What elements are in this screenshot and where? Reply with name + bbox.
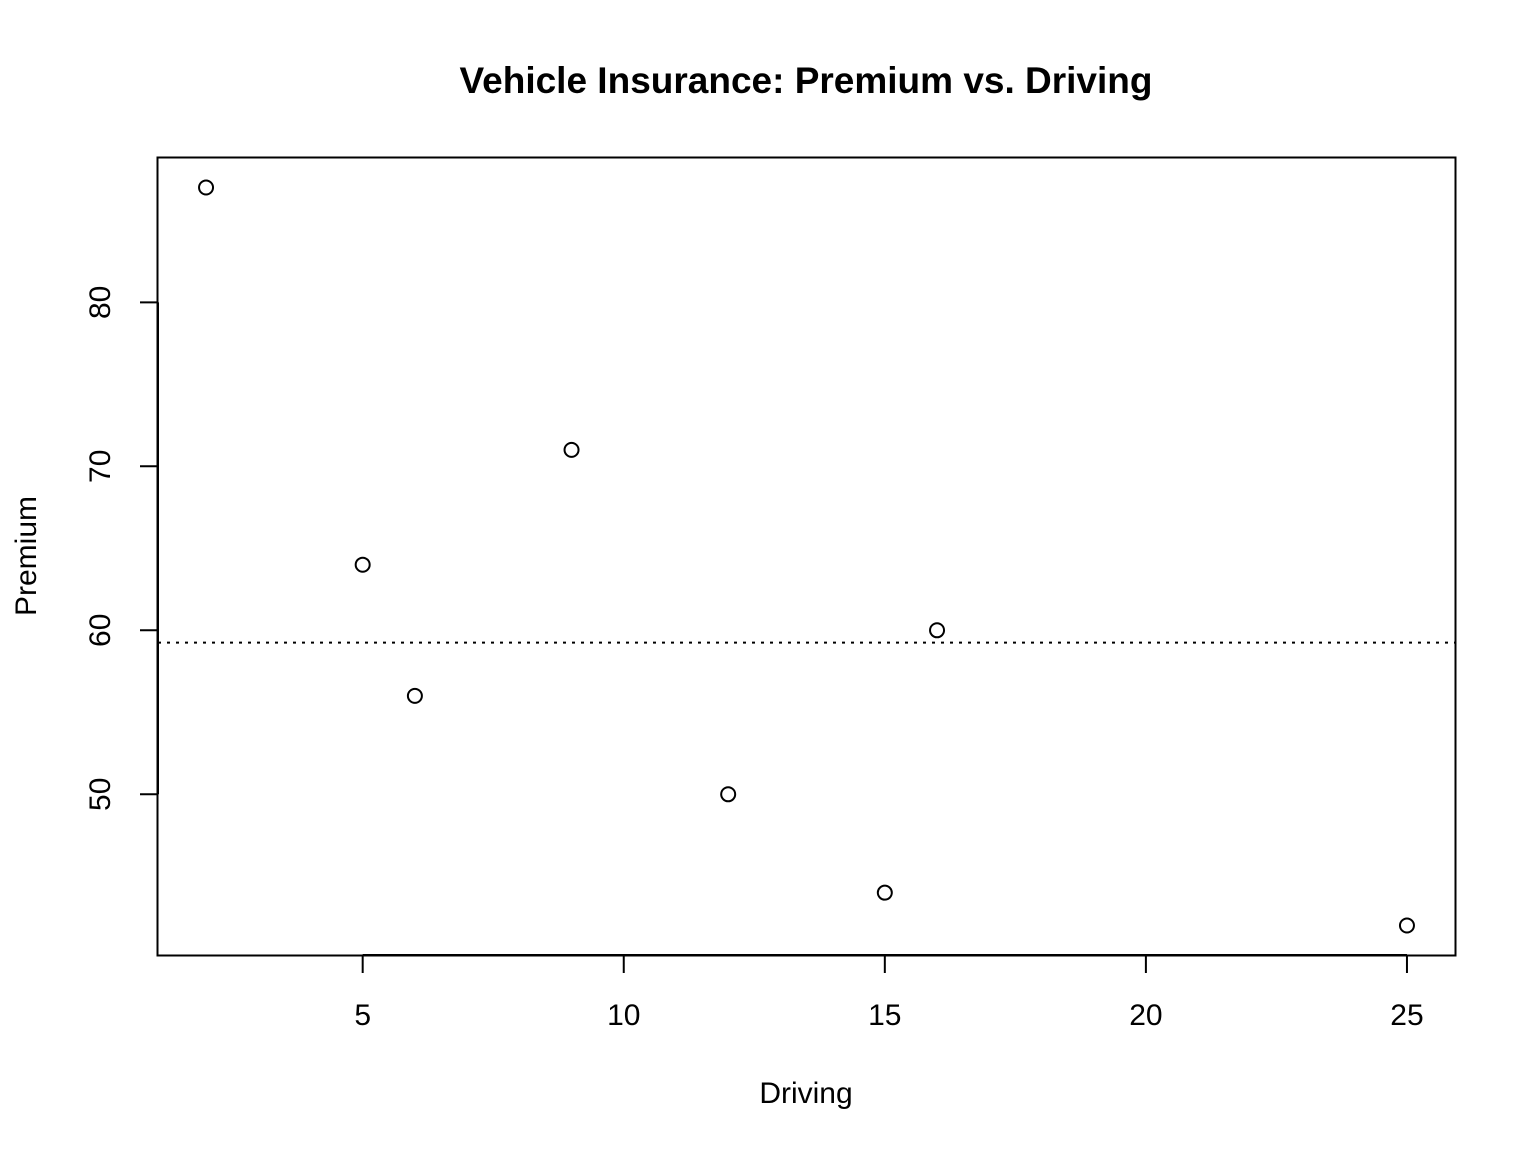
y-axis: 50 60 70 80 xyxy=(84,286,159,811)
data-points xyxy=(198,179,1415,934)
data-point xyxy=(354,556,371,573)
y-axis-label: Premium xyxy=(10,496,43,616)
plot-frame xyxy=(156,156,1457,957)
x-tick-label: 5 xyxy=(354,999,371,1032)
x-tick-label: 15 xyxy=(868,999,901,1032)
y-tick-label: 70 xyxy=(84,450,117,483)
data-point xyxy=(720,786,737,803)
x-tick-label: 25 xyxy=(1390,999,1423,1032)
x-tick-label: 10 xyxy=(607,999,640,1032)
x-axis: 5 10 15 20 25 xyxy=(354,954,1424,1032)
chart-title: Vehicle Insurance: Premium vs. Driving xyxy=(460,60,1153,101)
data-point xyxy=(929,622,946,639)
data-point xyxy=(1398,917,1415,934)
y-tick-label: 50 xyxy=(84,778,117,811)
data-point xyxy=(406,687,423,704)
y-tick-label: 60 xyxy=(84,614,117,647)
x-tick-label: 20 xyxy=(1129,999,1162,1032)
data-point xyxy=(198,179,215,196)
y-tick-label: 80 xyxy=(84,286,117,319)
data-point xyxy=(563,441,580,458)
x-axis-label: Driving xyxy=(759,1077,852,1110)
data-point xyxy=(876,884,893,901)
